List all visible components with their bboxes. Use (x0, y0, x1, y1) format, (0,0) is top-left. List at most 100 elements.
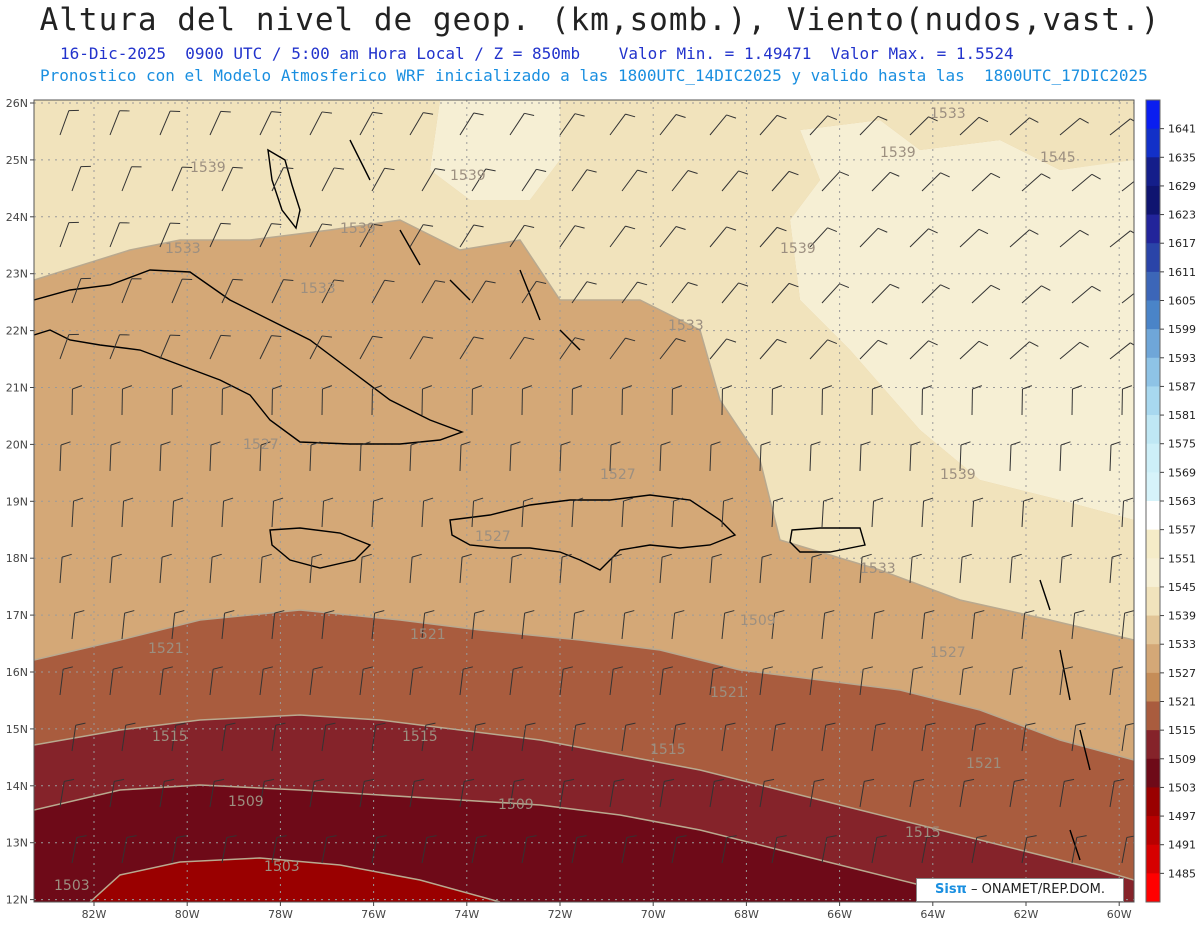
colorbar-label: 1611 (1168, 266, 1196, 279)
colorbar-swatch (1146, 357, 1160, 387)
wind-barb (509, 441, 521, 472)
colorbar-swatch (1146, 586, 1160, 617)
wind-barb (359, 111, 383, 136)
wind-barb (1059, 117, 1089, 136)
colorbar-swatch (1146, 185, 1160, 216)
wind-barb (309, 223, 332, 248)
wind-barb (109, 666, 124, 696)
wind-barb (359, 778, 375, 808)
wind-barb (659, 553, 672, 584)
wind-barb (959, 340, 989, 360)
contour-label: 1533 (930, 106, 966, 122)
wind-barb (559, 113, 585, 136)
wind-barb (209, 441, 221, 472)
wind-barb (521, 610, 535, 640)
wind-barb (71, 722, 86, 752)
wind-barb (121, 497, 134, 528)
wind-barb (871, 835, 887, 864)
wind-barb (159, 666, 174, 696)
colorbar-swatch (1146, 701, 1160, 731)
wind-barb (109, 553, 122, 584)
wind-barb (459, 441, 471, 472)
wind-barb (509, 778, 525, 808)
wind-barb (871, 283, 900, 304)
contour-1539-band (34, 100, 1134, 640)
wind-barb (521, 835, 537, 864)
wind-barb (921, 172, 950, 192)
colorbar-label: 1509 (1168, 753, 1196, 766)
map-title: Altura del nivel de geop. (km,somb.), Vi… (39, 2, 1161, 38)
wind-barb (909, 228, 938, 248)
wind-barb (709, 666, 724, 696)
wind-barb (121, 835, 137, 864)
lesser-antilles (1039, 579, 1091, 861)
wind-barb (1009, 666, 1024, 696)
colorbar-swatch (1146, 758, 1160, 788)
wind-barb (321, 497, 334, 528)
lon-label: 74W (454, 908, 479, 921)
florida-coast (267, 148, 301, 230)
wind-barb (1021, 610, 1035, 640)
wind-barb (821, 722, 836, 752)
wind-barb (971, 497, 984, 528)
lon-label: 78W (268, 908, 293, 921)
wind-barb (1021, 835, 1037, 864)
wind-barb (621, 722, 636, 752)
wind-barb (159, 553, 172, 584)
wind-barb (71, 610, 85, 640)
wind-barb (221, 497, 234, 528)
wind-barb (1121, 610, 1134, 640)
wind-barb (1059, 778, 1075, 808)
wind-barb (1071, 497, 1084, 528)
wind-barb (809, 339, 838, 360)
wind-barb (571, 610, 585, 640)
wind-barb (371, 497, 384, 528)
wind-barb (1071, 610, 1085, 640)
wind-barb (59, 109, 79, 136)
contour-label: 1533 (668, 318, 704, 334)
wind-barb (671, 722, 686, 752)
colorbar-label: 1515 (1168, 724, 1196, 737)
wind-barb (71, 277, 91, 304)
wind-barb (809, 115, 838, 136)
wind-barb (559, 666, 574, 696)
colorbar-label: 1587 (1168, 380, 1196, 393)
wind-barb (659, 441, 671, 472)
wind-barb (309, 666, 324, 696)
wind-barb (71, 497, 84, 528)
wind-barb (521, 168, 547, 192)
wind-barb (459, 666, 474, 696)
wind-barb (109, 441, 121, 472)
lat-label: 20N (6, 438, 28, 451)
wind-barb (909, 340, 938, 360)
wind-barb (821, 171, 850, 192)
wind-barb (859, 666, 874, 696)
wind-barb (171, 166, 193, 192)
wind-barb (409, 666, 424, 696)
wind-barb (659, 778, 675, 808)
colorbar-swatch (1146, 529, 1160, 559)
wind-barb (1071, 385, 1083, 416)
wind-barb (859, 778, 875, 808)
wind-barb (621, 281, 648, 304)
lat-label: 19N (6, 495, 28, 508)
wind-barb (371, 385, 383, 416)
colorbar-swatch (1146, 157, 1160, 187)
wind-barb (1071, 722, 1086, 752)
wind-barb (759, 441, 771, 472)
wind-barb (1021, 385, 1033, 416)
wind-barb (671, 282, 698, 304)
contour-label: 1527 (243, 437, 279, 453)
wind-barb (371, 167, 395, 192)
colorbar-swatch (1146, 816, 1160, 846)
wind-barb (221, 385, 233, 416)
contour-label: 1539 (880, 145, 916, 161)
wind-barb (909, 778, 925, 808)
wind-barb (771, 497, 784, 528)
wind-barb (421, 168, 446, 192)
wind-barb (659, 666, 674, 696)
wind-barb (859, 553, 872, 584)
wind-barb (1121, 180, 1134, 192)
wind-barb (209, 222, 231, 248)
wind-barb (1059, 229, 1089, 248)
